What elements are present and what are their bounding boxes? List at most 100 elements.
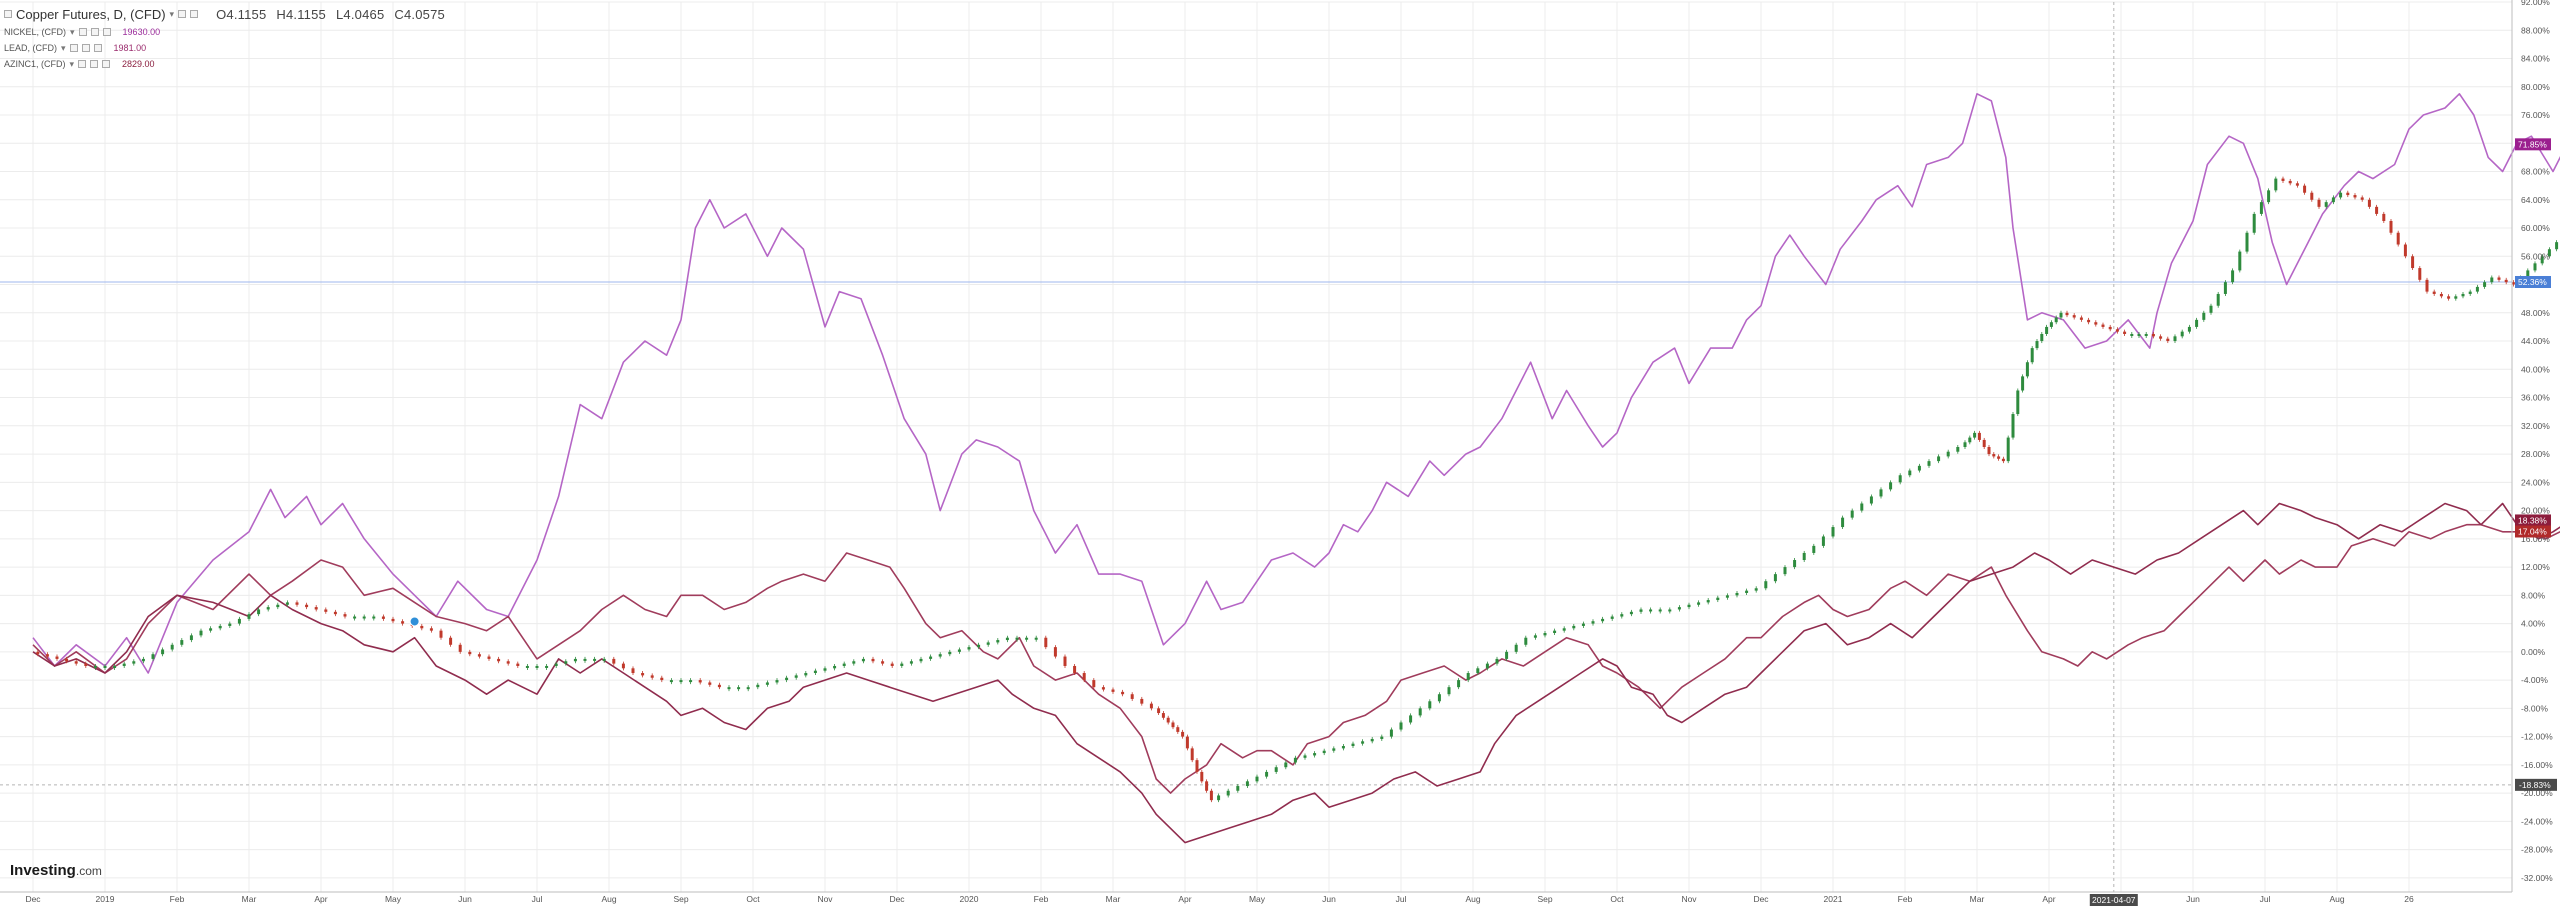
candle-body <box>2504 279 2508 283</box>
candle-body <box>1389 729 1393 737</box>
candle-body <box>2425 279 2429 292</box>
candle-body <box>717 684 721 688</box>
chevron-down-icon[interactable]: ▾ <box>61 42 66 53</box>
candle-body <box>1341 746 1345 749</box>
candle-body <box>45 654 49 657</box>
candle-body <box>996 640 1000 643</box>
candle-body <box>2011 414 2015 438</box>
candle-body <box>237 618 241 624</box>
candle-body <box>621 663 625 669</box>
candle-body <box>708 682 712 685</box>
candle-body <box>65 658 69 662</box>
candle-body <box>1015 637 1019 640</box>
overlay-label[interactable]: LEAD, (CFD) <box>4 43 58 53</box>
ohlc-low: L4.0465 <box>335 6 385 22</box>
candle-body <box>1166 717 1170 723</box>
candle-body <box>1793 560 1797 568</box>
x-tick-label: 2020 <box>960 894 979 904</box>
x-tick-label: Jul <box>1396 894 1407 904</box>
close-icon[interactable] <box>102 60 111 68</box>
settings-icon[interactable] <box>178 10 187 18</box>
candle-body <box>2511 282 2515 285</box>
series-layer <box>32 93 2560 844</box>
candle-body <box>199 630 203 636</box>
candle-body <box>1034 637 1038 640</box>
y-tick-label: -32.00% <box>2521 873 2553 883</box>
x-tick-label: Nov <box>817 894 833 904</box>
y-tick-label: 32.00% <box>2521 421 2550 431</box>
y-tick-label: 24.00% <box>2521 477 2550 487</box>
candle-body <box>2461 293 2465 297</box>
x-tick-label: Aug <box>601 894 616 904</box>
candle-body <box>161 649 165 655</box>
candle-body <box>861 658 865 662</box>
visibility-icon[interactable] <box>69 44 78 52</box>
overlay-label[interactable]: AZINC1, (CFD) <box>4 59 66 69</box>
candle-body <box>1572 625 1576 629</box>
candle-body <box>1205 781 1209 791</box>
visibility-icon[interactable] <box>78 28 87 36</box>
x-tick-label: 2021 <box>1824 894 1843 904</box>
candle-body <box>1495 658 1499 664</box>
candle-body <box>2065 312 2069 316</box>
candle-body <box>1185 736 1189 749</box>
candle-body <box>785 677 789 681</box>
candle-body <box>2137 333 2141 336</box>
settings-icon[interactable] <box>81 44 90 52</box>
settings-icon[interactable] <box>90 60 99 68</box>
candle-body <box>1601 618 1605 622</box>
candle-body <box>1514 644 1518 652</box>
candle-body <box>343 614 347 617</box>
candle-body <box>2223 282 2227 294</box>
candle-body <box>583 658 587 661</box>
candle-body <box>1161 713 1165 718</box>
y-tick-label: 80.00% <box>2521 82 2550 92</box>
x-tick-label: Jul <box>532 894 543 904</box>
x-tick-label: Aug <box>1465 894 1480 904</box>
candle-body <box>765 682 769 685</box>
last-value-bg <box>2515 525 2551 538</box>
candle-body <box>631 668 635 674</box>
candle-body <box>1476 668 1480 674</box>
candle-body <box>2202 312 2206 320</box>
last-value-bg <box>2515 275 2551 288</box>
y-tick-label: 16.00% <box>2521 534 2550 544</box>
main-symbol[interactable]: Copper Futures, D, (CFD) <box>16 6 166 22</box>
candle-body <box>285 602 289 605</box>
candle-body <box>967 647 971 650</box>
candle-body <box>247 614 251 619</box>
collapse-toggle-icon[interactable] <box>4 10 12 18</box>
candle-body <box>170 644 174 650</box>
candle-body <box>2411 256 2415 269</box>
close-icon[interactable] <box>102 28 111 36</box>
candle-body <box>2447 296 2451 299</box>
candle-body <box>1190 748 1194 761</box>
close-icon[interactable] <box>190 10 199 18</box>
candle-body <box>189 635 193 641</box>
candle-body <box>727 687 731 690</box>
visibility-icon[interactable] <box>78 60 87 68</box>
candle-body <box>391 618 395 622</box>
candle-body <box>1332 748 1336 751</box>
chevron-down-icon[interactable]: ▾ <box>70 26 75 37</box>
chevron-down-icon[interactable]: ▾ <box>69 58 75 69</box>
close-icon[interactable] <box>93 44 102 52</box>
candle-body <box>209 628 213 631</box>
candle-body <box>2187 326 2191 332</box>
candle-body <box>103 665 107 668</box>
chevron-down-icon[interactable]: ▾ <box>169 8 175 19</box>
candle-body <box>1668 609 1672 612</box>
candle-body <box>2231 270 2235 283</box>
candle-body <box>1533 635 1537 638</box>
candle-body <box>353 616 357 619</box>
candle-body <box>2216 293 2220 306</box>
ohlc-high: H4.1155 <box>276 6 326 22</box>
x-tick-label: Mar <box>242 894 257 904</box>
candle-body <box>2288 180 2292 184</box>
overlay-label[interactable]: NICKEL, (CFD) <box>4 27 67 37</box>
candle-body <box>2054 317 2058 323</box>
candle-body <box>1418 708 1422 716</box>
candle-body <box>2115 329 2119 332</box>
candle-body <box>1697 602 1701 605</box>
settings-icon[interactable] <box>90 28 99 36</box>
